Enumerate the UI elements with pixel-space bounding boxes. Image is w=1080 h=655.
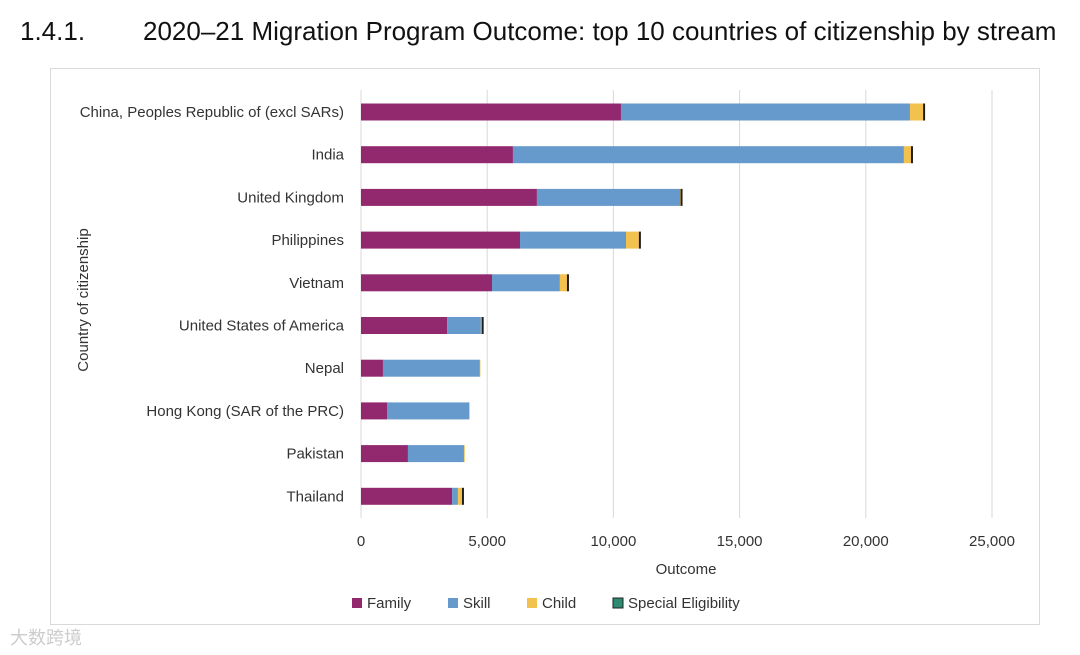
bar-child xyxy=(909,103,924,121)
bar-child xyxy=(463,445,465,463)
bar-child xyxy=(479,359,481,377)
bar-skill xyxy=(491,274,560,292)
y-tick-label: Thailand xyxy=(286,488,344,505)
bar-child xyxy=(680,188,681,206)
bar-family xyxy=(361,146,513,164)
legend-label: Family xyxy=(367,595,412,612)
x-tick-label: 25,000 xyxy=(969,533,1015,550)
y-tick-label: United Kingdom xyxy=(237,189,344,206)
bar-special-eligibility xyxy=(638,231,641,249)
legend-swatch xyxy=(352,598,362,608)
legend-label: Skill xyxy=(463,595,491,612)
chart-title: 2020–21 Migration Program Outcome: top 1… xyxy=(143,16,1057,46)
bar-skill xyxy=(382,359,480,377)
y-tick-label: Hong Kong (SAR of the PRC) xyxy=(146,403,344,420)
bar-skill xyxy=(536,188,681,206)
y-tick-label: China, Peoples Republic of (excl SARs) xyxy=(80,104,344,121)
bar-special-eligibility xyxy=(910,146,913,164)
legend-label: Child xyxy=(542,595,576,612)
y-tick-label: Nepal xyxy=(305,360,344,377)
bar-child xyxy=(480,317,482,334)
bar-skill xyxy=(407,445,464,463)
y-tick-label: Pakistan xyxy=(286,446,344,463)
bar-skill xyxy=(620,103,910,121)
bar-family xyxy=(361,188,537,206)
bar-child xyxy=(903,146,911,164)
x-tick-label: 5,000 xyxy=(468,533,506,550)
bar-skill xyxy=(386,402,470,420)
y-tick-label: Vietnam xyxy=(289,275,344,292)
x-tick-label: 15,000 xyxy=(717,533,763,550)
bar-family xyxy=(361,359,383,377)
x-axis-label: Outcome xyxy=(656,561,717,578)
bar-family xyxy=(361,445,408,463)
bar-child xyxy=(559,274,567,292)
bar-family xyxy=(361,487,453,505)
legend-label: Special Eligibility xyxy=(628,595,740,612)
legend-swatch xyxy=(448,598,458,608)
bar-child xyxy=(626,231,639,249)
bar-special-eligibility xyxy=(680,188,683,206)
bar-skill xyxy=(512,146,904,164)
watermark: 大数跨境 xyxy=(10,628,82,648)
bar-skill xyxy=(447,317,481,334)
y-tick-label: India xyxy=(311,147,344,164)
x-tick-label: 20,000 xyxy=(843,533,889,550)
bar-skill xyxy=(520,231,627,249)
y-tick-label: United States of America xyxy=(179,318,345,335)
bar-family xyxy=(361,103,621,121)
x-tick-label: 10,000 xyxy=(590,533,636,550)
bar-family xyxy=(361,231,521,249)
bar-special-eligibility xyxy=(566,274,569,292)
bar-family xyxy=(361,317,448,334)
bar-child xyxy=(469,402,470,420)
y-tick-label: Philippines xyxy=(271,232,344,249)
bar-special-eligibility xyxy=(461,487,464,505)
legend-swatch xyxy=(612,597,624,609)
bar-special-eligibility xyxy=(481,317,484,334)
bar-skill xyxy=(452,487,458,505)
bar-family xyxy=(361,402,387,420)
y-axis-label: Country of citizenship xyxy=(75,228,92,371)
bar-family xyxy=(361,274,492,292)
legend-swatch xyxy=(527,598,537,608)
chart-frame xyxy=(50,68,1040,625)
bar-special-eligibility xyxy=(923,103,926,121)
x-tick-label: 0 xyxy=(357,533,365,550)
bar-child xyxy=(457,487,462,505)
section-number: 1.4.1. xyxy=(20,16,86,46)
